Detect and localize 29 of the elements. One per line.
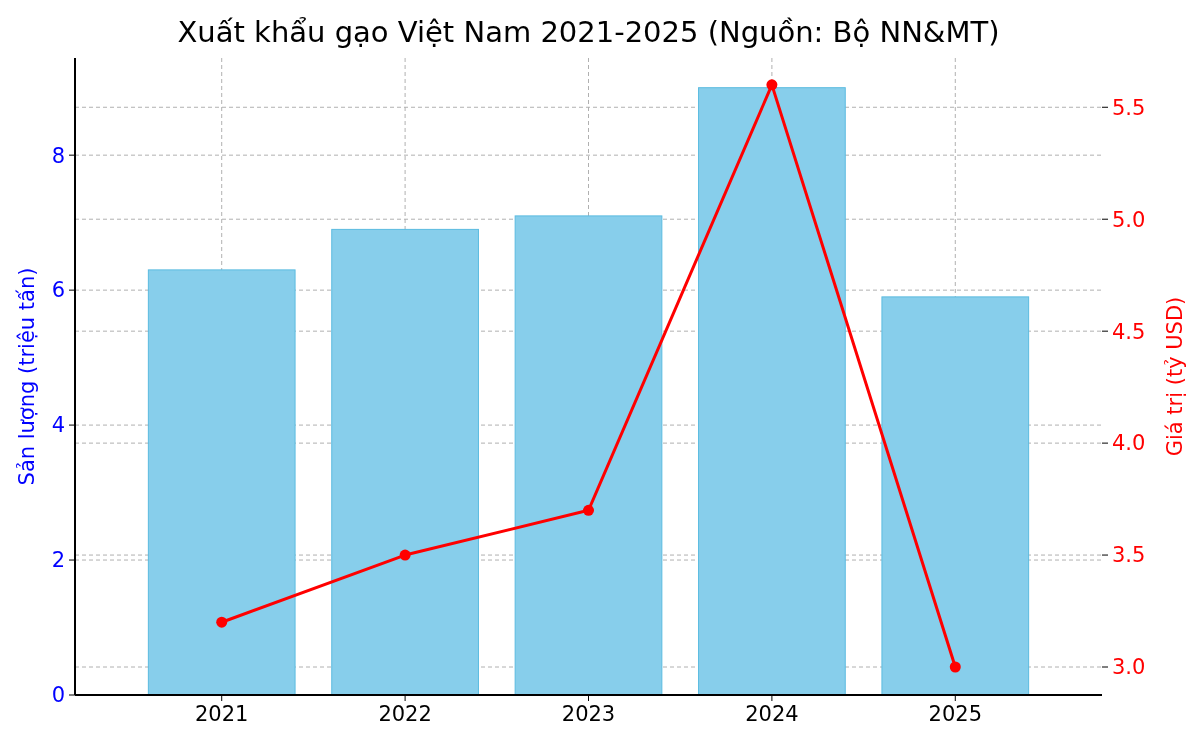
bar — [698, 87, 846, 696]
point — [949, 661, 961, 673]
y2-tick-label: 4.0 — [1112, 431, 1146, 456]
y2-tick-label: 5.5 — [1112, 95, 1146, 120]
point — [399, 549, 411, 561]
y-tick-label: 4 — [51, 413, 65, 438]
point — [583, 504, 594, 516]
y2-axis-title: Giá trị (tỷ USD) — [1163, 296, 1187, 457]
x-tick-label: 2023 — [561, 702, 616, 726]
bar — [514, 215, 663, 696]
y2-tick-label: 3.0 — [1112, 655, 1146, 680]
x-tick-label: 2022 — [378, 702, 432, 726]
y-axis-title: Sản lượng (triệu tấn) — [15, 267, 39, 486]
point — [216, 616, 228, 628]
y2-tick-label: 3.5 — [1112, 543, 1146, 568]
y-tick-label: 2 — [51, 548, 65, 573]
point — [766, 79, 778, 91]
y2-tick-label: 5.0 — [1112, 207, 1146, 232]
x-tick-label: 2021 — [194, 702, 249, 726]
y-tick-label: 0 — [51, 683, 65, 708]
y-tick-label: 8 — [51, 143, 65, 168]
x-tick-label: 2025 — [928, 702, 983, 726]
y2-tick-label: 4.5 — [1112, 319, 1146, 344]
x-tick-label: 2024 — [745, 702, 799, 726]
y-tick-label: 6 — [51, 278, 65, 303]
bar — [147, 269, 296, 696]
chart-title: Xuất khẩu gạo Việt Nam 2021-2025 (Nguồn: Bộ NN&MT) — [177, 15, 1000, 49]
bar — [881, 296, 1030, 696]
bar — [331, 228, 479, 696]
